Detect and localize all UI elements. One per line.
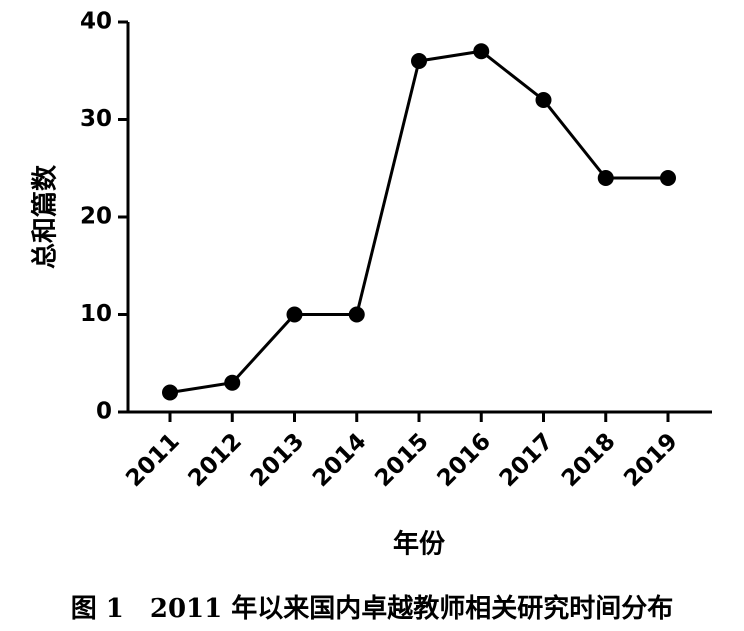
point — [348, 306, 365, 323]
x-axis-label: 年份 — [393, 529, 445, 560]
y-tick-label: 0 — [96, 399, 112, 425]
x-tick-label: 2012 — [183, 428, 247, 492]
y-tick-label: 10 — [80, 301, 112, 327]
x-tick-label: 2016 — [432, 428, 496, 492]
y-tick-label: 30 — [80, 106, 112, 132]
point — [473, 43, 490, 60]
point — [224, 374, 241, 391]
point — [286, 306, 303, 323]
x-tick-label: 2018 — [557, 428, 621, 492]
y-tick-label: 20 — [80, 204, 112, 230]
x-tick-label: 2011 — [121, 428, 185, 492]
y-tick-label: 40 — [80, 9, 112, 35]
point — [660, 170, 676, 186]
point — [162, 384, 178, 401]
line — [169, 49, 668, 394]
x-tick-label: 2015 — [370, 428, 434, 492]
y-axis-label: 总和篇数 — [30, 164, 61, 269]
x-tick-label: 2017 — [495, 428, 559, 492]
caption: 图 1 2011 年以来国内卓越教师相关研究时间分布 — [71, 593, 674, 624]
point — [597, 170, 614, 186]
x-tick-label: 2014 — [308, 428, 372, 492]
x-tick-label: 2019 — [619, 428, 683, 492]
point — [411, 53, 427, 69]
x-tick-label: 2013 — [246, 428, 310, 492]
point — [535, 92, 552, 108]
